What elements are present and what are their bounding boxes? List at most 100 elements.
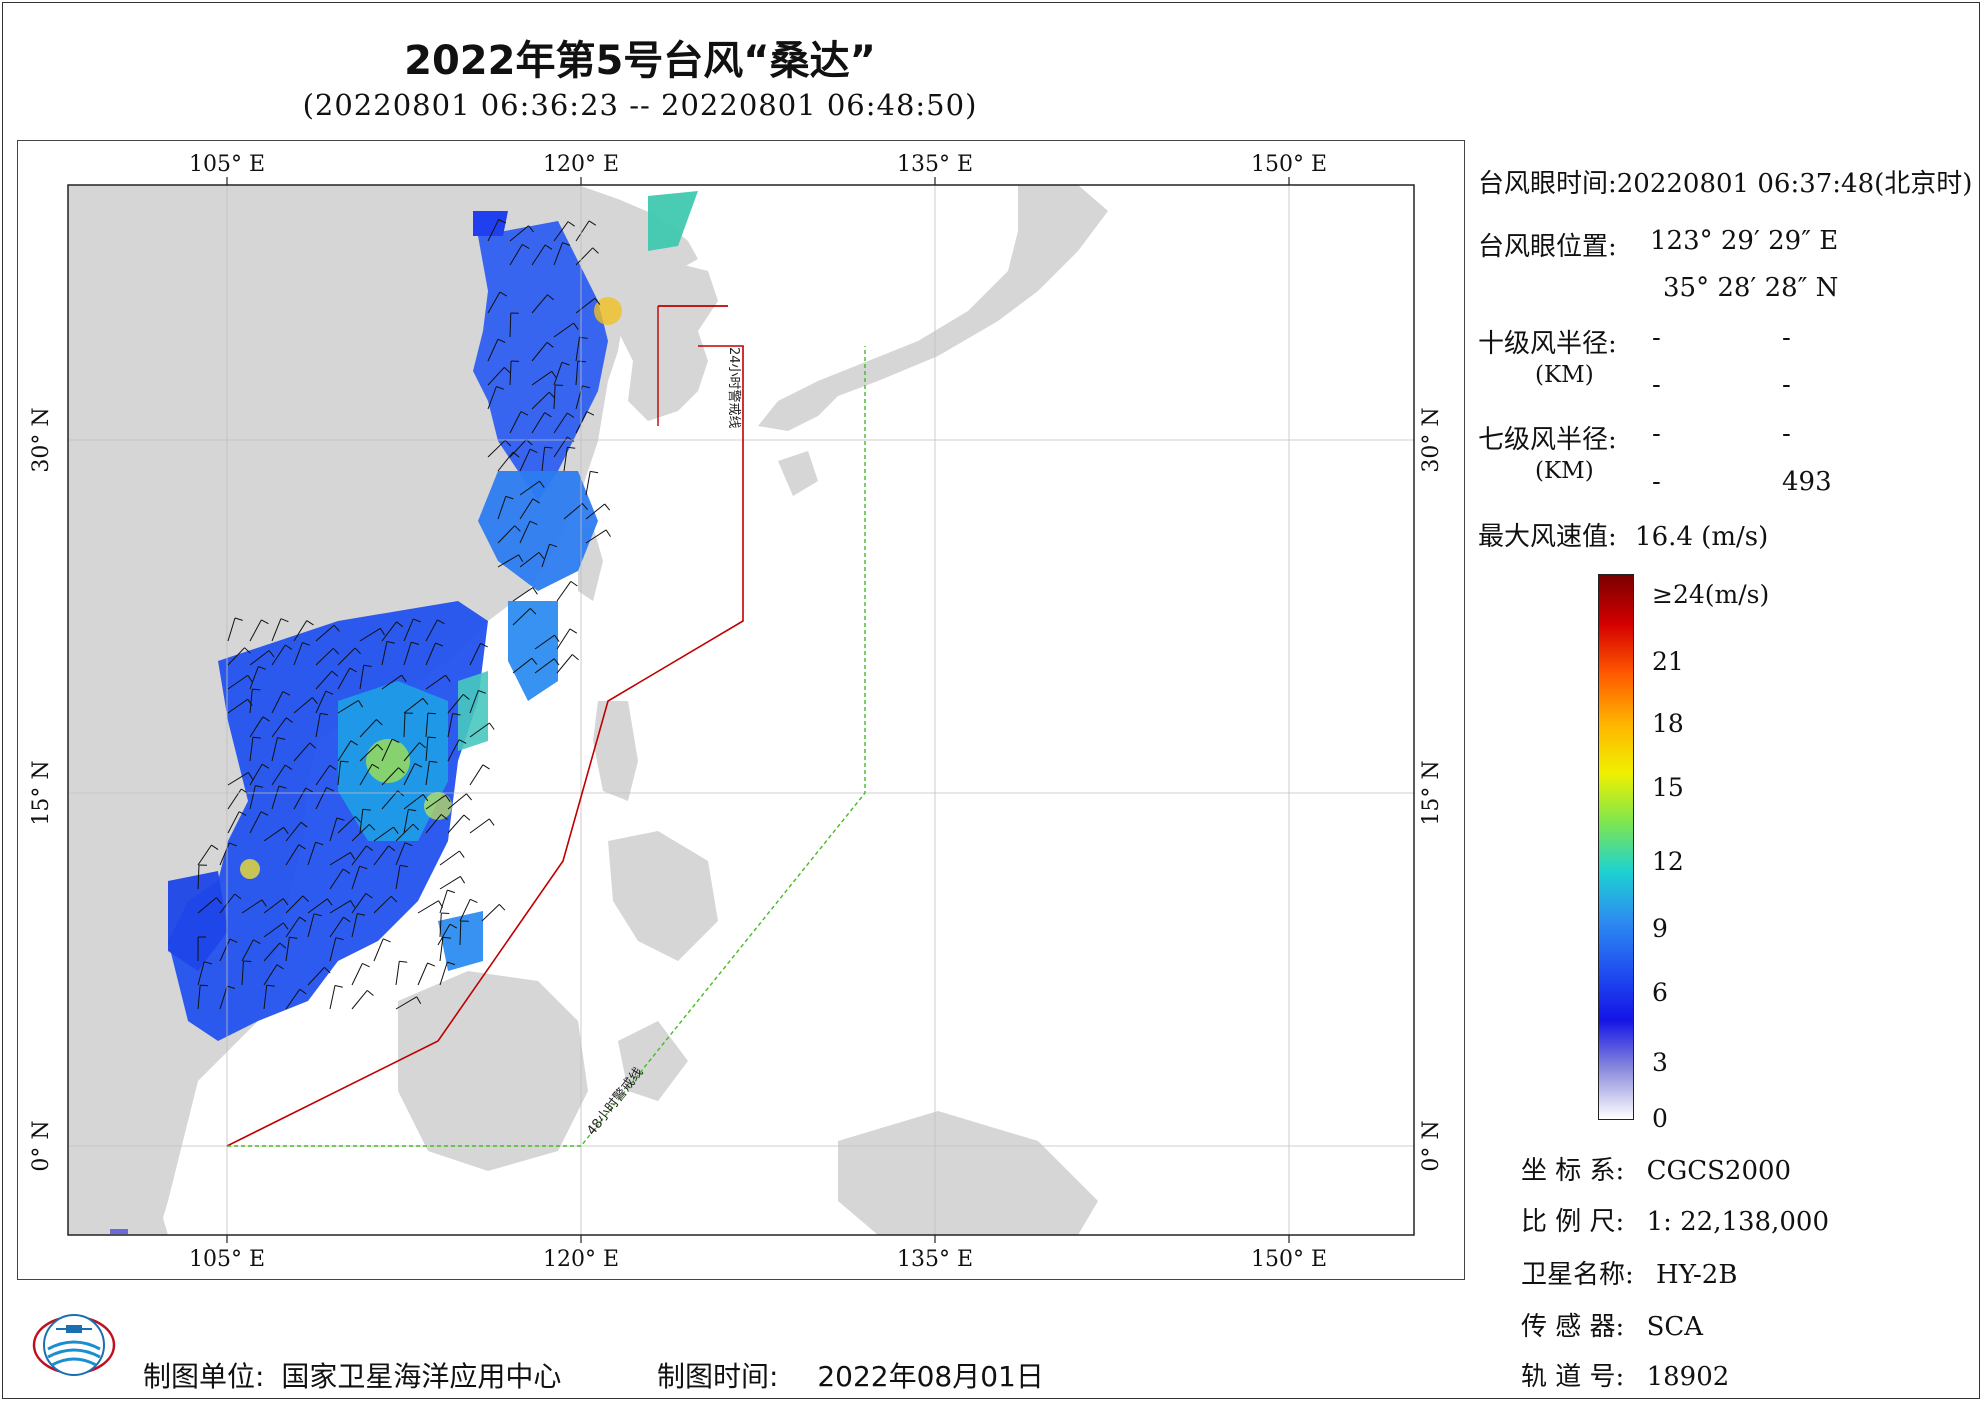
wind-barb-staff — [403, 809, 409, 834]
wind-barb-flag — [531, 657, 538, 665]
wind-barb-staff — [556, 628, 571, 650]
wind-barbs — [197, 219, 611, 1010]
wind-barb-flag — [427, 712, 436, 715]
land-philippines-south — [608, 831, 718, 961]
wind-barb-staff — [425, 814, 442, 834]
wind-barb-flag — [252, 736, 261, 739]
wind-barb-flag — [261, 763, 270, 769]
wind-barb-staff — [241, 960, 244, 986]
graticule — [68, 185, 1414, 1235]
wind-barb-flag — [408, 808, 417, 812]
wind-barb-flag — [349, 852, 356, 860]
wind-barb-flag — [529, 448, 538, 454]
crs-label: 坐 标 系: — [1521, 1156, 1625, 1186]
wind-barb-staff — [509, 312, 512, 338]
r10-unit: (KM) — [1535, 362, 1594, 388]
wind-barb-flag — [283, 827, 289, 835]
wind-barb-flag — [499, 291, 508, 297]
wind-barb-staff — [227, 698, 248, 714]
wind-barb-staff — [585, 529, 607, 544]
wind-barb-staff — [469, 690, 479, 714]
orbit-label: 轨 道 号: — [1521, 1362, 1625, 1392]
wind-barb-flag — [365, 892, 373, 899]
wind-field-gulf — [168, 871, 228, 971]
wind-barb-staff — [197, 961, 205, 986]
wind-barb-staff — [447, 694, 464, 714]
wind-barb-flag — [234, 893, 242, 900]
crs-value: CGCS2000 — [1646, 1156, 1792, 1186]
wind-barb-staff — [271, 644, 286, 666]
wind-barb-flag — [315, 841, 324, 846]
wind-barb-flag — [306, 620, 314, 626]
wind-barb-flag — [354, 647, 361, 655]
wind-barb-flag — [324, 967, 331, 974]
wind-barb-staff — [447, 793, 467, 810]
wind-barb-staff — [512, 608, 531, 626]
wind-barb-flag — [413, 618, 421, 623]
wind-barb-staff — [197, 864, 200, 890]
wind-barb-staff — [509, 244, 523, 266]
r10-value-3: - — [1652, 370, 1661, 400]
wind-barb-flag — [445, 674, 451, 682]
wind-barb-flag — [342, 868, 351, 874]
r10-value-1: - — [1652, 323, 1661, 353]
wind-barb-flag — [362, 808, 371, 811]
wind-barb-flag — [284, 764, 293, 770]
wind-barb-flag — [349, 667, 358, 673]
wind-barb-staff — [531, 391, 550, 410]
wind-barb-flag — [277, 737, 286, 740]
wind-barb-flag — [371, 763, 380, 769]
wind-barb-staff — [293, 697, 313, 714]
wind-barb-flag — [411, 641, 420, 645]
wind-barb-staff — [249, 763, 263, 786]
wind-barb-flag — [397, 790, 405, 797]
wind-barb-staff — [359, 627, 381, 642]
wind-barb-staff — [534, 658, 555, 674]
r10-value-4: - — [1782, 370, 1791, 400]
wind-barb-staff — [553, 221, 569, 242]
wind-barb-flag — [503, 367, 511, 374]
wind-barb-staff — [439, 889, 448, 914]
wind-barb-staff — [359, 719, 377, 738]
wind-barb-flag — [604, 503, 611, 511]
wind-barb-flag — [458, 739, 467, 744]
lon-label-bottom-120: 120° E — [543, 1247, 619, 1272]
wind-map[interactable]: 24小时警戒线 48小时警戒线 105° E 120° E 135° E 150… — [18, 141, 1464, 1279]
wind-barb-staff — [271, 764, 286, 786]
wind-barb-flag — [363, 664, 372, 667]
max-wind-row: 最大风速值: 16.4 (m/s) — [1478, 516, 1768, 553]
wind-barb-staff — [293, 642, 303, 666]
wind-barb-staff — [497, 496, 507, 520]
wind-barb-staff — [459, 899, 471, 922]
wind-barb-staff — [351, 845, 367, 866]
wind-barb-staff — [285, 844, 300, 866]
wind-barb-flag — [366, 845, 374, 851]
colorbar-label-18: 18 — [1652, 709, 1684, 738]
land-sumatra — [68, 1181, 168, 1235]
wind-barb-flag — [350, 900, 356, 908]
eye-time-row: 台风眼时间:20220801 06:37:48(北京时) — [1478, 163, 1972, 200]
wind-barb-flag — [463, 814, 471, 821]
wind-barb-flag — [419, 742, 426, 749]
wind-barb-staff — [563, 447, 568, 472]
wind-field-luzon-strait — [458, 671, 488, 751]
wind-max-spot-1 — [366, 739, 410, 783]
wind-barb-staff — [351, 963, 363, 986]
wind-barb-flag — [280, 618, 289, 623]
wind-barb-flag — [244, 647, 251, 654]
wind-barb-flag — [391, 738, 400, 743]
wind-barb-staff — [403, 618, 414, 642]
r7-value-1: - — [1652, 419, 1661, 449]
wind-barb-flag — [551, 371, 557, 379]
wind-barb-flag — [331, 670, 339, 677]
wind-barb-flag — [261, 899, 267, 907]
max-wind-value: 16.4 (m/s) — [1635, 522, 1769, 552]
colorbar-label-24: ≥24(m/s) — [1652, 580, 1770, 609]
wind-barb-staff — [315, 647, 334, 666]
wind-barb-flag — [544, 412, 552, 418]
wind-barb-flag — [276, 964, 284, 970]
wind-barb-flag — [570, 580, 578, 587]
wind-barb-flag — [561, 361, 570, 366]
wind-barb-staff — [519, 498, 534, 520]
